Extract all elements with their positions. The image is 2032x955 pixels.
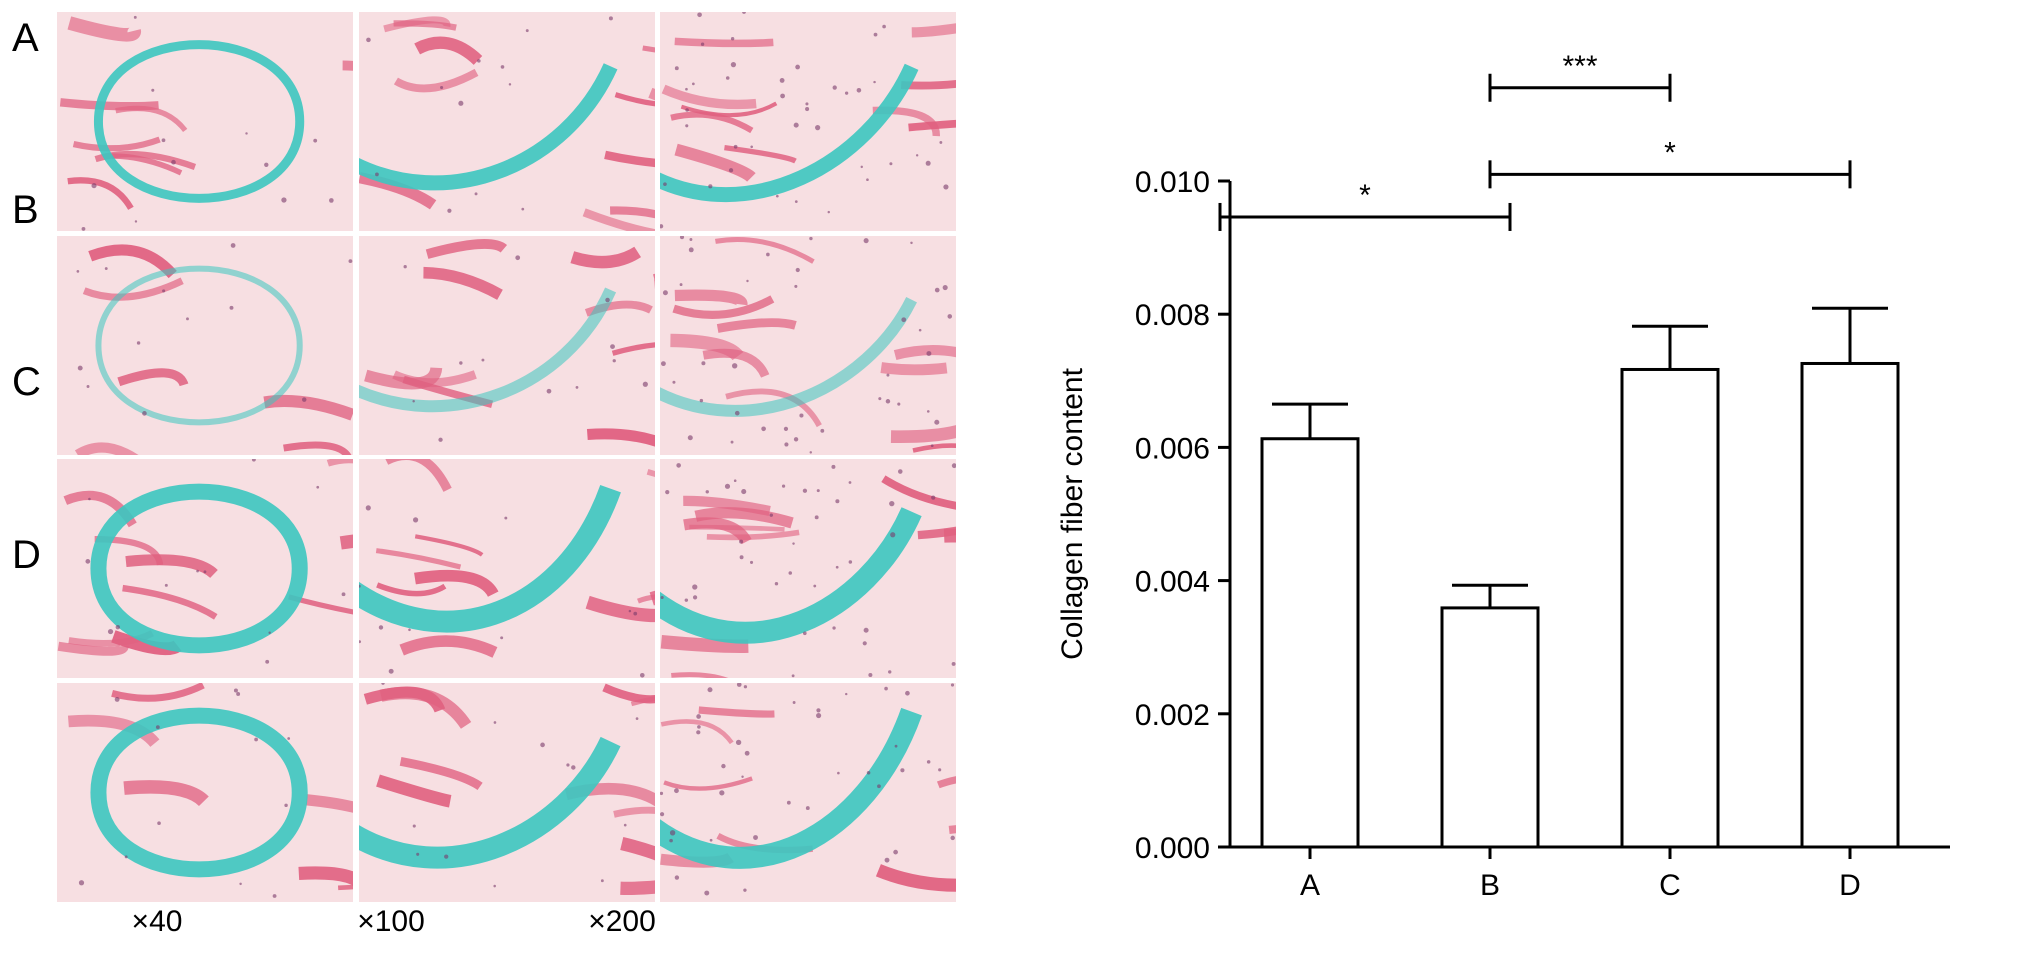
y-tick-label-0: 0.000 xyxy=(1135,832,1210,865)
y-tick-label-3: 0.006 xyxy=(1135,432,1210,465)
bar-a xyxy=(1260,437,1360,849)
sig-label-0: * xyxy=(1359,179,1371,212)
row-label-a: A xyxy=(12,16,39,60)
magnification-label-200: ×200 xyxy=(588,905,656,938)
micrograph-c-2 xyxy=(359,459,655,678)
y-tick-label-4: 0.008 xyxy=(1135,299,1210,332)
x-tick-label-d: D xyxy=(1839,869,1861,902)
micrograph-b-2 xyxy=(359,236,655,455)
micrograph-a-2 xyxy=(359,12,655,231)
x-tick-label-a: A xyxy=(1300,869,1320,902)
row-label-c: C xyxy=(12,360,41,404)
micrograph-b-3 xyxy=(660,236,956,455)
row-label-d: D xyxy=(12,533,41,577)
micrograph-a-3 xyxy=(660,12,956,231)
micrograph-d-3 xyxy=(660,683,956,902)
micrograph-c-3 xyxy=(660,459,956,678)
row-label-b: B xyxy=(12,188,39,232)
micrograph-b-1 xyxy=(57,236,353,455)
y-tick-label-5: 0.010 xyxy=(1135,166,1210,199)
magnification-label-100: ×100 xyxy=(357,905,425,938)
bar-b xyxy=(1440,606,1540,849)
micrograph-d-1 xyxy=(57,683,353,902)
y-axis-label: Collagen fiber content xyxy=(1056,367,1089,660)
y-tick-label-1: 0.002 xyxy=(1135,699,1210,732)
x-tick-label-c: C xyxy=(1659,869,1681,902)
collagen-bar-chart: 0.000 0.002 0.004 0.006 0.008 0.010 Collagen f… xyxy=(1056,50,1950,902)
magnification-label-40: ×40 xyxy=(131,905,183,938)
sig-label-2: * xyxy=(1664,136,1676,169)
bar-d xyxy=(1800,361,1900,849)
micrograph-a-1 xyxy=(57,12,353,231)
x-tick-label-b: B xyxy=(1480,869,1500,902)
micrograph-d-2 xyxy=(359,683,655,902)
bar-c xyxy=(1620,367,1720,849)
micrograph-c-1 xyxy=(57,459,353,678)
sig-label-1: *** xyxy=(1562,50,1597,83)
y-tick-label-2: 0.004 xyxy=(1135,566,1210,599)
